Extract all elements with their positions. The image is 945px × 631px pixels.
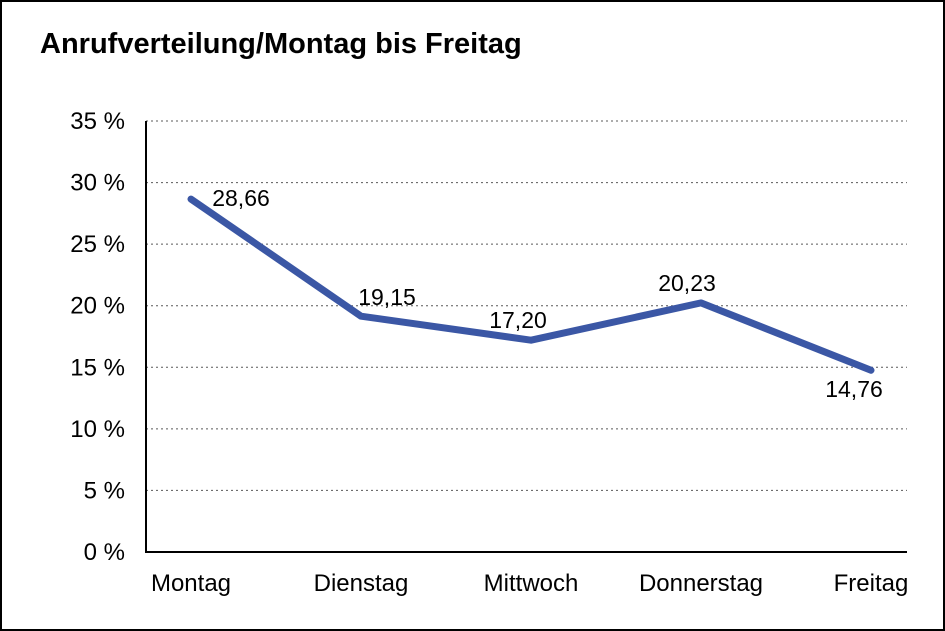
- x-category-label: Donnerstag: [639, 570, 763, 597]
- y-axis-tick-label: 20 %: [70, 293, 125, 320]
- data-point-label: 28,66: [212, 185, 270, 211]
- series-line: [187, 195, 875, 374]
- chart-title: Anrufverteilung/Montag bis Freitag: [40, 28, 522, 60]
- x-category-label: Freitag: [834, 570, 909, 597]
- y-axis-tick-label: 15 %: [70, 354, 125, 381]
- x-category-label: Dienstag: [314, 570, 409, 597]
- y-axis-tick-label: 30 %: [70, 170, 125, 197]
- x-category-label: Montag: [151, 570, 231, 597]
- data-point-label: 19,15: [358, 284, 416, 310]
- x-category-label: Mittwoch: [484, 570, 579, 597]
- data-point-label: 17,20: [489, 307, 547, 333]
- y-axis-tick-label: 35 %: [70, 108, 125, 135]
- data-point-label: 14,76: [825, 376, 883, 402]
- y-axis-tick-label: 5 %: [84, 477, 125, 504]
- y-axis-tick-label: 10 %: [70, 416, 125, 443]
- y-axis-tick-label: 25 %: [70, 231, 125, 258]
- y-axis-tick-label: 0 %: [84, 539, 125, 566]
- data-point-label: 20,23: [658, 270, 716, 296]
